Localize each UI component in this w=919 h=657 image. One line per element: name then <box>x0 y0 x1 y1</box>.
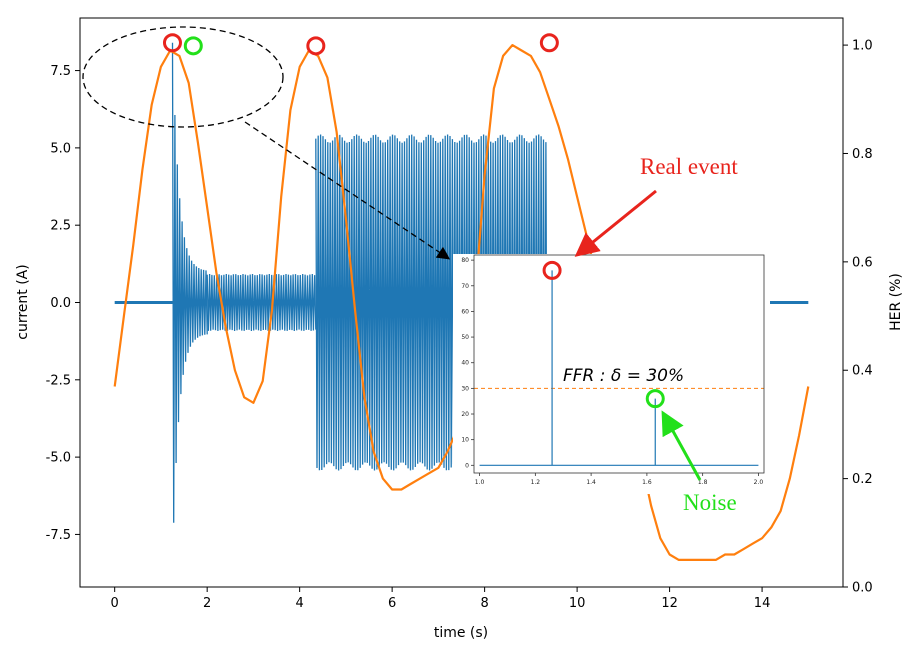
y-right-tick-label: 0.4 <box>852 364 873 379</box>
x-tick-label: 2 <box>203 596 211 611</box>
inset-x-tick-label: 1.8 <box>698 479 708 486</box>
x-tick-label: 8 <box>480 596 488 611</box>
y-axis-label: current (A) <box>15 264 31 339</box>
inset-y-tick-label: 20 <box>461 411 469 418</box>
inset-noise-marker <box>645 389 665 409</box>
real-event-label: Real event <box>640 154 738 179</box>
inset-y-axis: 80 70 60 50 40 30 20 10 0 <box>461 257 474 469</box>
real-event-marker <box>539 33 559 53</box>
inset-axes-frame <box>473 254 765 474</box>
y-right-tick-label: 0.0 <box>852 581 873 596</box>
real-event-marker <box>306 36 326 56</box>
inset-y-tick-label: 10 <box>461 437 469 444</box>
inset-x-tick-label: 1.2 <box>531 479 541 486</box>
inset-y-tick-label: 60 <box>461 308 469 315</box>
y-tick-label: 5.0 <box>50 141 71 156</box>
inset-y-tick-label: 40 <box>461 360 469 367</box>
inset-real-marker <box>542 260 562 280</box>
x-tick-label: 12 <box>661 596 678 611</box>
inset-x-tick-label: 1.4 <box>586 479 596 486</box>
y-tick-label: -5.0 <box>46 451 71 466</box>
y-axis-right-label: HER (%) <box>888 273 904 331</box>
y-tick-label: 2.5 <box>50 219 71 234</box>
inset-y-tick-label: 80 <box>461 257 469 264</box>
inset-x-tick-label: 1.6 <box>642 479 652 486</box>
inset-y-tick-label: 50 <box>461 334 469 341</box>
y-tick-label: 0.0 <box>50 296 71 311</box>
inset-series <box>474 260 764 466</box>
x-tick-label: 0 <box>111 596 119 611</box>
y-tick-label: -7.5 <box>46 528 71 543</box>
inset-background <box>453 254 770 494</box>
inset-y-tick-label: 30 <box>461 385 469 392</box>
y-tick-label: 7.5 <box>50 64 71 79</box>
inset-y-tick-label: 70 <box>461 283 469 290</box>
y-right-tick-label: 0.2 <box>852 472 873 487</box>
y-right-tick-label: 1.0 <box>852 39 873 54</box>
zoom-region-ellipse <box>82 26 284 128</box>
inset-x-tick-label: 2.0 <box>754 479 764 486</box>
y-axis-right: 1.0 0.8 0.6 0.4 0.2 0.0 <box>843 39 873 596</box>
inset-plot: 1.0 1.2 1.4 1.6 1.8 2.0 80 70 60 50 40 30 20 10 0 FFR… <box>453 254 770 494</box>
x-tick-label: 4 <box>296 596 304 611</box>
y-tick-label: -2.5 <box>46 373 71 388</box>
inset-x-axis: 1.0 1.2 1.4 1.6 1.8 2.0 <box>475 473 764 486</box>
x-tick-label: 10 <box>569 596 586 611</box>
ffr-threshold-label: FFR : δ = 30% <box>563 366 684 386</box>
noise-arrow <box>661 410 702 481</box>
noise-label: Noise <box>683 490 737 515</box>
x-axis: 0 2 4 6 8 10 12 14 <box>111 587 771 611</box>
x-tick-label: 6 <box>388 596 396 611</box>
y-axis-left: 7.5 5.0 2.5 0.0 -2.5 -5.0 -7.5 <box>46 64 80 543</box>
real-event-arrow <box>574 189 657 257</box>
current-line <box>171 42 208 523</box>
real-event-marker <box>162 33 182 53</box>
inset-y-tick-label: 0 <box>465 462 469 469</box>
zoom-arrow <box>244 121 451 260</box>
x-tick-label: 14 <box>754 596 771 611</box>
y-right-tick-label: 0.6 <box>852 255 873 270</box>
y-right-tick-label: 0.8 <box>852 147 873 162</box>
x-axis-label: time (s) <box>434 625 488 641</box>
inset-x-tick-label: 1.0 <box>475 479 485 486</box>
event-markers <box>162 33 559 56</box>
current-line <box>206 273 317 332</box>
noise-marker <box>183 36 203 56</box>
